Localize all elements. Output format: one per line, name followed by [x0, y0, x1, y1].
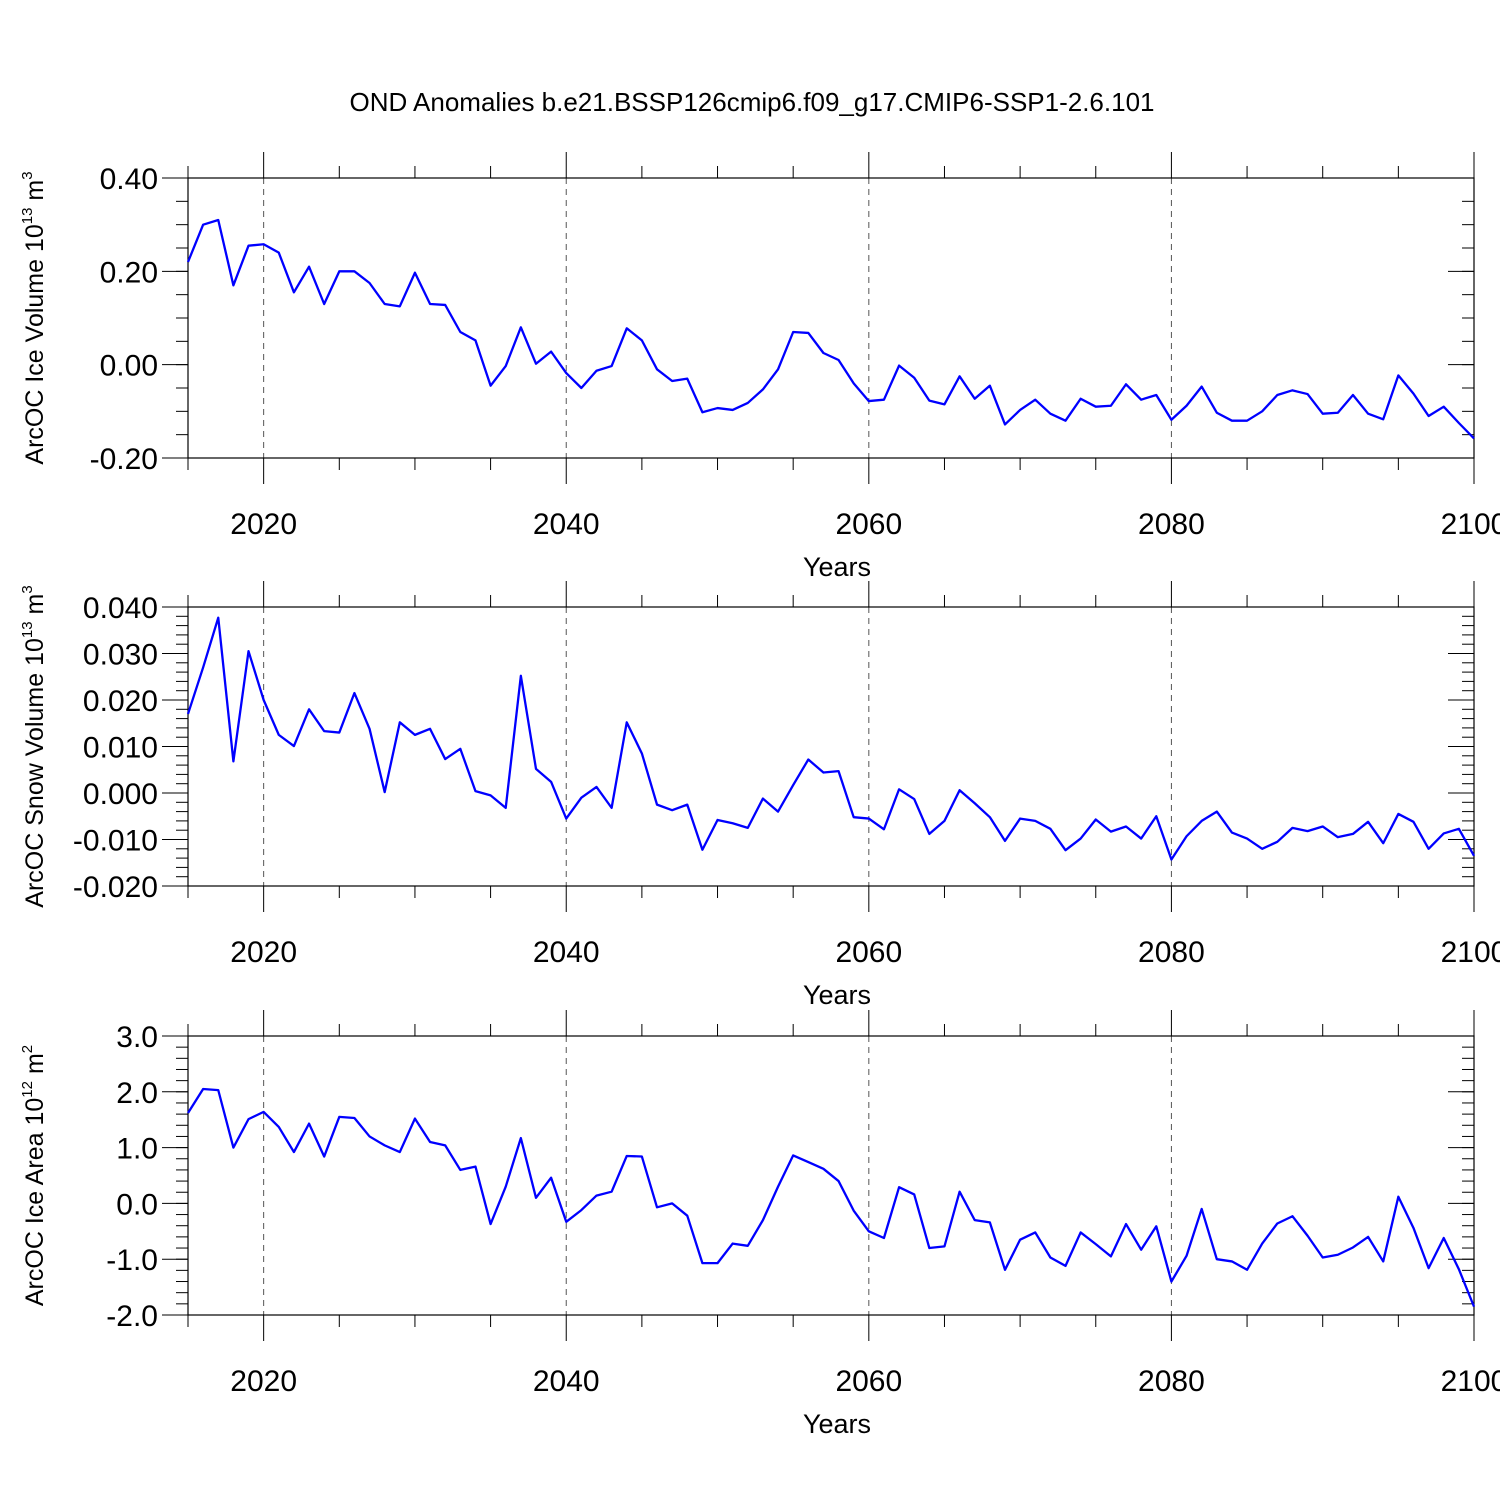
- series-line: [187, 1087, 1476, 1308]
- y-tick-label: -0.020: [73, 871, 158, 904]
- panels: 2020 2040 2060 2080 2100 -0.20 0.00 0.20 0.40 Yea…: [19, 152, 1500, 1439]
- x-tick-label: 2020: [230, 508, 297, 541]
- x-tick-label: 2040: [533, 508, 600, 541]
- x-tick-label: 2040: [533, 936, 600, 969]
- panel-1: 2020 2040 2060 2080 2100 -0.20 0.00 0.20 0.40 Yea…: [19, 152, 1500, 582]
- x-axis-label: Years: [803, 980, 871, 1010]
- y-tick-label: 0.020: [83, 685, 158, 718]
- x-tick-label: 2060: [835, 1365, 902, 1398]
- x-tick-label: 2080: [1138, 508, 1205, 541]
- y-tick-label: 0.40: [100, 163, 158, 196]
- y-tick-label: 3.0: [116, 1021, 158, 1054]
- x-tick-label: 2060: [835, 508, 902, 541]
- y-axis-label: ArcOC Snow Volume 1013 m3: [19, 585, 49, 907]
- x-tick-label: 2080: [1138, 1365, 1205, 1398]
- y-tick-label: 2.0: [116, 1077, 158, 1110]
- panel-2: 2020 2040 2060 2080 2100 -0.020 -0.010 0.000 0.0…: [19, 581, 1500, 1010]
- x-tick-label: 2100: [1441, 1365, 1500, 1398]
- y-tick-label: 0.000: [83, 778, 158, 811]
- y-tick-label: 0.20: [100, 256, 158, 289]
- y-tick-label: -0.20: [90, 443, 158, 476]
- y-tick-label: -0.010: [73, 825, 158, 858]
- x-tick-label: 2020: [230, 936, 297, 969]
- y-tick-label: 0.0: [116, 1188, 158, 1221]
- x-tick-label: 2080: [1138, 936, 1205, 969]
- y-tick-label: 0.010: [83, 732, 158, 765]
- x-tick-label: 2100: [1441, 508, 1500, 541]
- series-line: [186, 218, 1475, 440]
- y-axis-label: ArcOC Ice Area 1012 m2: [19, 1045, 49, 1306]
- x-tick-label: 2020: [230, 1365, 297, 1398]
- y-tick-label: -1.0: [106, 1244, 158, 1277]
- plot-frame: [187, 606, 1475, 887]
- x-tick-label: 2100: [1441, 936, 1500, 969]
- y-tick-label: 0.040: [83, 592, 158, 625]
- chart-title: OND Anomalies b.e21.BSSP126cmip6.f09_g17…: [349, 87, 1154, 117]
- panel-3: 2020 2040 2060 2080 2100 -2.0 -1.0 0.0 1.0 2.0 3.0…: [19, 1010, 1500, 1439]
- series-line: [186, 616, 1476, 861]
- y-tick-label: 1.0: [116, 1133, 158, 1166]
- x-tick-label: 2040: [533, 1365, 600, 1398]
- y-tick-label: 0.030: [83, 639, 158, 672]
- x-axis-label: Years: [803, 552, 871, 582]
- plot-frame: [187, 1035, 1475, 1316]
- y-tick-label: 0.00: [100, 350, 158, 383]
- plot-frame: [187, 177, 1475, 459]
- y-tick-label: -2.0: [106, 1300, 158, 1333]
- x-tick-label: 2060: [835, 936, 902, 969]
- x-axis-label: Years: [803, 1409, 871, 1439]
- y-axis-label: ArcOC Ice Volume 1013 m3: [19, 171, 49, 464]
